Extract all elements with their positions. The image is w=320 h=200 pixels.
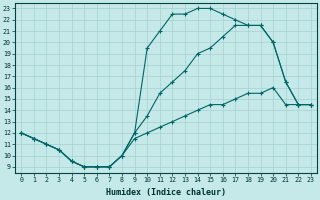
X-axis label: Humidex (Indice chaleur): Humidex (Indice chaleur) (106, 188, 226, 197)
